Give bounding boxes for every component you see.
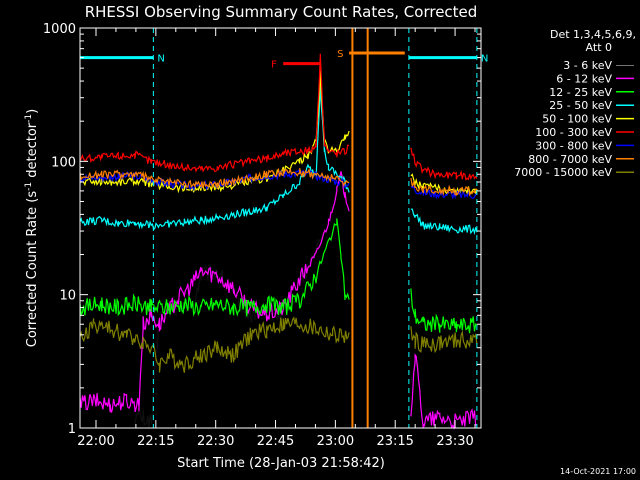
plot-frame — [79, 27, 482, 429]
x-tick-label-4: 22:45 — [257, 434, 294, 449]
x-tick-label-6: 23:15 — [376, 434, 413, 449]
x-tick-label-5: 23:00 — [317, 434, 354, 449]
annotation-label-4: S — [337, 49, 343, 60]
legend-entry-label-2: 6 - 12 keV — [556, 72, 612, 85]
y-tick-label-4: 1000 — [43, 22, 76, 37]
legend-entry-label-4: 25 - 50 keV — [549, 99, 612, 112]
x-tick-label-2: 22:15 — [137, 434, 174, 449]
x-axis-label: Start Time (28-Jan-03 21:58:42) — [177, 456, 385, 471]
series-line-6 — [79, 53, 478, 181]
y-tick-label-2: 10 — [59, 289, 76, 304]
y-label-part-3: ) — [25, 109, 40, 114]
series-line-2 — [79, 171, 478, 431]
legend-header-1: Det 1,3,4,5,6,9, — [550, 28, 636, 41]
y-tick-label-3: 100 — [51, 155, 76, 170]
series-line-8 — [79, 166, 477, 197]
series-line-9 — [79, 316, 478, 373]
y-axis-label: Corrected Count Rate (s-1 detector-1) — [24, 109, 40, 347]
legend-entry-label-1: 3 - 6 keV — [563, 59, 612, 72]
legend-entry-label-8: 800 - 7000 keV — [528, 153, 612, 166]
legend-entry-label-6: 100 - 300 keV — [535, 126, 612, 139]
annotation-label-1: N — [157, 54, 164, 65]
legend-entry-label-3: 12 - 25 keV — [549, 86, 612, 99]
y-label-part-1: Corrected Count Rate (s — [25, 191, 40, 348]
legend-entry-label-9: 7000 - 15000 keV — [514, 166, 612, 179]
x-tick-label-1: 22:00 — [77, 434, 114, 449]
legend-entry-label-5: 50 - 100 keV — [542, 113, 612, 126]
y-label-sup-1: -1 — [24, 182, 34, 191]
y-label-sup-2: -1 — [24, 114, 34, 123]
annotation-label-3: F — [271, 60, 277, 71]
legend-entry-label-7: 300 - 800 keV — [535, 139, 612, 152]
footer-timestamp: 14-Oct-2021 17:00 — [560, 467, 636, 476]
series-line-3 — [79, 218, 478, 334]
y-tick-label-1: 1 — [68, 422, 76, 437]
y-label-part-2: detector — [25, 122, 40, 182]
x-tick-label-7: 23:30 — [436, 434, 473, 449]
legend-header-2: Att 0 — [586, 41, 612, 54]
series-line-4 — [79, 86, 478, 236]
annotation-label-2: N — [481, 54, 488, 65]
chart-title: RHESSI Observing Summary Count Rates, Co… — [85, 3, 478, 21]
x-tick-label-3: 22:30 — [197, 434, 234, 449]
